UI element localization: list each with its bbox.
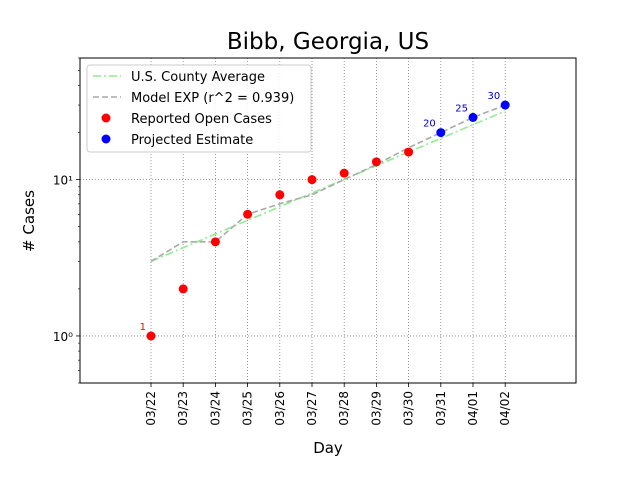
reported-case-point: [178, 284, 188, 294]
x-tick-label: 04/01: [466, 391, 480, 426]
data-label: 20: [423, 119, 436, 130]
data-label: 25: [455, 103, 468, 114]
plot-frame: [79, 57, 577, 384]
x-tick-label: 03/26: [273, 391, 287, 426]
data-label: 30: [487, 91, 500, 102]
legend-label: Model EXP (r^2 = 0.939): [131, 91, 294, 106]
y-tick-label: 10¹: [53, 174, 73, 188]
reported-case-point: [371, 157, 381, 167]
legend-label: Reported Open Cases: [131, 112, 272, 127]
reported-case-point: [339, 168, 349, 178]
reported-case-point: [404, 147, 414, 157]
x-tick-label: 03/30: [402, 391, 416, 426]
legend-marker: [101, 113, 111, 123]
x-tick-label: 03/22: [144, 391, 158, 426]
reported-case-point: [210, 237, 220, 247]
x-axis-label: Day: [313, 439, 343, 457]
projected-estimate-point: [468, 112, 478, 122]
marker-layer: [146, 100, 510, 341]
legend: U.S. County Average Model EXP (r^2 = 0.93…: [86, 64, 312, 153]
model-exp-line: [150, 104, 506, 263]
reported-case-point: [275, 190, 285, 200]
legend-label: U.S. County Average: [131, 70, 265, 85]
annotation-layer: 1 20 25 30: [140, 91, 501, 333]
reported-case-point: [243, 209, 253, 219]
reported-case-point: [307, 175, 317, 185]
y-axis-label: # Cases: [20, 190, 38, 252]
x-tick-label: 04/02: [498, 391, 512, 426]
x-tick-label: 03/25: [241, 391, 255, 426]
legend-box: [86, 64, 312, 153]
x-tick-label: 03/28: [337, 391, 351, 426]
x-tick-label: 03/24: [208, 391, 222, 426]
series-layer: [150, 104, 506, 263]
legend-label: Projected Estimate: [131, 133, 253, 148]
x-tick-label: 03/29: [369, 391, 383, 426]
x-tick-label: 03/23: [176, 391, 190, 426]
x-tick-label: 03/31: [434, 391, 448, 426]
axis-layer: 03/22 03/23 03/24 03/25 03/26 03/27 03/28 03/29…: [53, 57, 512, 426]
x-tick-label: 03/27: [305, 391, 319, 426]
legend-marker: [101, 134, 111, 144]
y-tick-label: 10⁰: [53, 330, 73, 344]
chart-title: Bibb, Georgia, US: [227, 29, 429, 55]
data-label: 1: [140, 322, 146, 333]
county-average-line: [150, 110, 506, 263]
reported-case-point: [146, 331, 156, 341]
projected-estimate-point: [436, 128, 446, 138]
projected-estimate-point: [500, 100, 510, 110]
